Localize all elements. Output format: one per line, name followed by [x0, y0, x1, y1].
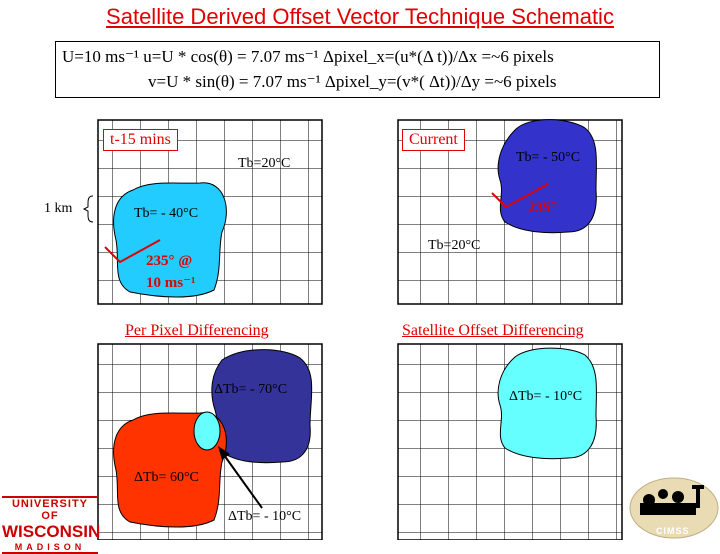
label-current-tb-cloud: Tb= - 50°C	[516, 150, 581, 165]
tag-current: Current	[402, 129, 465, 151]
heading-offset: Satellite Offset Differencing	[402, 322, 584, 339]
uw-logo: UNIVERSITY OF WISCONSIN MADISON	[2, 496, 101, 554]
label-t15-tb-cloud: Tb= - 40°C	[134, 206, 199, 221]
pointer-arrow-head	[218, 446, 230, 460]
label-current-tb-warm: Tb=20°C	[428, 238, 481, 253]
overlap-region	[193, 411, 221, 451]
schematic-drawing	[82, 119, 719, 540]
motion-vector-current	[491, 183, 549, 209]
cloud-offset-shape	[497, 347, 597, 460]
label-dtb-overlap: ΔTb= - 10°C	[228, 509, 302, 524]
tag-t15-mins: t-15 mins	[103, 129, 178, 151]
label-t15-tb-warm: Tb=20°C	[238, 156, 291, 171]
uw-logo-line2: WISCONSIN	[2, 522, 101, 541]
uw-logo-line3: MADISON	[14, 542, 86, 552]
label-t15-vector-line1: 235° @	[146, 253, 193, 269]
pointer-arrow-line	[223, 454, 263, 509]
motion-vector-t15	[104, 239, 161, 264]
page-title: Satellite Derived Offset Vector Techniqu…	[106, 4, 614, 29]
cimss-logo	[629, 477, 719, 539]
equation-line-2: v=U * sin(θ) = 7.07 ms⁻¹ Δpixel_y=(v*( Δ…	[148, 72, 557, 91]
panel-per-pixel	[97, 343, 323, 540]
panel-offset	[397, 343, 623, 540]
label-current-angle: 235°	[528, 200, 557, 216]
equation-box: U=10 ms⁻¹ u=U * cos(θ) = 7.07 ms⁻¹ Δpixe…	[55, 41, 660, 98]
label-dtb-blue: ΔTb= - 70°C	[214, 382, 288, 397]
label-offset-dtb: ΔTb= - 10°C	[509, 389, 583, 404]
panel-t15-mins	[82, 119, 323, 305]
cimss-logo-text: CIMSS	[656, 526, 690, 536]
cloud-current-shape	[497, 119, 597, 234]
heading-per-pixel: Per Pixel Differencing	[125, 322, 269, 339]
label-dtb-red: ΔTb= 60°C	[134, 470, 199, 485]
equation-line-1: U=10 ms⁻¹ u=U * cos(θ) = 7.07 ms⁻¹ Δpixe…	[62, 47, 554, 66]
cloud-t15-shape	[113, 182, 227, 298]
label-t15-vector-line2: 10 ms⁻¹	[146, 275, 196, 291]
cloud-blue-diff	[211, 349, 313, 464]
scale-brace	[82, 195, 94, 223]
uw-logo-line1: UNIVERSITY OF	[11, 498, 88, 522]
label-scale-1km: 1 km	[44, 201, 73, 216]
